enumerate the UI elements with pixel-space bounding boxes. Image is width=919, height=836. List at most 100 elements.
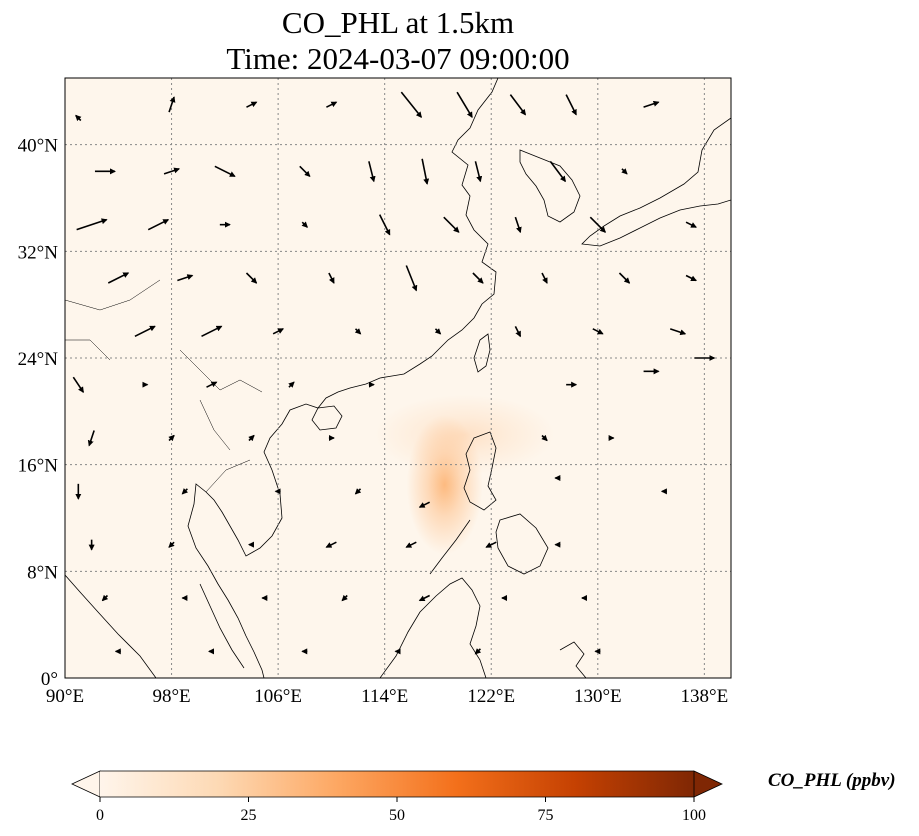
- wind-arrow: [621, 168, 628, 175]
- co-plume-secondary: [374, 394, 555, 475]
- colorbar-ticks: 0 25 50 75 100: [96, 797, 706, 824]
- wind-arrow: [405, 541, 417, 548]
- wind-arrow: [75, 114, 82, 122]
- wind-arrow: [72, 376, 84, 393]
- latitude-ticks: 0° 8°N 16°N 24°N 32°N 40°N: [18, 136, 59, 690]
- map-time: Time: 2024-03-07 09:00:00: [226, 41, 570, 76]
- wind-arrow: [163, 167, 181, 175]
- wind-arrow: [354, 328, 362, 335]
- wind-arrow: [418, 594, 430, 602]
- wind-arrow: [354, 488, 362, 495]
- gridlines: [65, 78, 731, 678]
- wind-arrow: [107, 272, 130, 284]
- wind-arrow: [643, 100, 660, 108]
- colorbar-tick-label: 50: [389, 807, 405, 824]
- lat-tick-label: 8°N: [27, 562, 58, 583]
- lat-tick-label: 24°N: [18, 349, 59, 370]
- hainan-coastline: [311, 405, 343, 431]
- wind-arrow: [76, 218, 108, 231]
- wind-arrow: [472, 272, 484, 284]
- wind-arrow: [299, 165, 311, 178]
- wind-arrow: [418, 501, 430, 508]
- wind-arrow: [549, 160, 566, 183]
- wind-arrow: [592, 328, 604, 335]
- wind-arrow: [541, 434, 548, 442]
- wind-arrow: [246, 101, 258, 108]
- lon-tick-label: 106°E: [254, 686, 302, 707]
- wind-arrow: [325, 541, 337, 548]
- sulawesi-coastline: [559, 641, 587, 678]
- wind-arrow: [378, 214, 391, 236]
- lon-tick-label: 138°E: [681, 686, 729, 707]
- wind-arrow: [248, 434, 255, 442]
- wind-arrow: [206, 381, 218, 388]
- colorbar-tick-label: 0: [96, 807, 104, 824]
- korea-coastline: [519, 149, 581, 223]
- wind-arrow: [301, 221, 308, 228]
- wind-arrow: [368, 161, 376, 183]
- lon-tick-label: 90°E: [46, 686, 84, 707]
- luzon-coastline: [463, 431, 497, 511]
- wind-arrow: [341, 594, 348, 602]
- lon-tick-label: 122°E: [467, 686, 515, 707]
- borneo-coastline: [379, 577, 487, 678]
- colorbar-max-extension: [693, 770, 723, 798]
- wind-arrow: [168, 434, 175, 442]
- colorbar: [100, 771, 694, 797]
- wind-arrow: [474, 648, 482, 655]
- colorbar-label: CO_PHL (ppbv): [768, 770, 896, 791]
- wind-arrow: [456, 91, 473, 119]
- wind-arrow: [134, 325, 156, 338]
- wind-arrow: [514, 216, 522, 234]
- wind-arrow: [421, 158, 430, 185]
- lat-tick-label: 16°N: [18, 456, 59, 477]
- malay-coastline: [199, 583, 245, 669]
- wind-arrow: [326, 101, 338, 108]
- lat-tick-label: 40°N: [18, 136, 59, 157]
- map-background: [65, 78, 731, 678]
- map-title: CO_PHL at 1.5km: [281, 5, 515, 40]
- sumatra-coastline: [65, 574, 157, 678]
- wind-arrow: [509, 94, 527, 116]
- coastlines: [65, 78, 731, 678]
- wind-arrow: [101, 594, 109, 602]
- wind-arrow: [485, 541, 497, 548]
- wind-arrow: [400, 91, 422, 118]
- wind-arrow: [214, 165, 236, 178]
- wind-arrow: [177, 274, 194, 282]
- japan-coastline: [581, 117, 731, 247]
- colorbar-min-extension: [71, 770, 101, 798]
- philippines-south-coastline: [495, 513, 549, 575]
- lat-tick-label: 32°N: [18, 242, 59, 263]
- wind-arrow: [147, 218, 170, 231]
- wind-arrow: [288, 381, 295, 388]
- map-frame: [64, 77, 732, 679]
- wind-arrow: [181, 488, 189, 495]
- lat-tick-label: 0°: [41, 669, 58, 690]
- wind-arrow: [405, 265, 418, 292]
- wind-vectors: [72, 91, 716, 655]
- wind-arrow: [541, 272, 548, 284]
- wind-arrow: [328, 272, 335, 284]
- wind-arrow: [272, 328, 285, 335]
- wind-arrow: [474, 161, 483, 183]
- borders: [65, 279, 263, 493]
- taiwan-coastline: [473, 333, 491, 373]
- wind-arrow: [618, 272, 631, 284]
- lon-tick-label: 114°E: [361, 686, 408, 707]
- wind-arrow: [434, 328, 442, 335]
- wind-arrow: [589, 216, 607, 233]
- longitude-ticks: 90°E 98°E 106°E 114°E 122°E 130°E 138°E: [46, 686, 728, 707]
- wind-arrow: [685, 274, 697, 282]
- palawan-coastline: [429, 519, 471, 575]
- wind-arrow: [201, 325, 223, 338]
- colorbar-tick-label: 25: [241, 807, 257, 824]
- lon-tick-label: 98°E: [152, 686, 190, 707]
- wind-arrow: [245, 272, 258, 284]
- colorbar-tick-label: 75: [538, 807, 554, 824]
- wind-arrow: [443, 216, 460, 233]
- lon-tick-label: 130°E: [574, 686, 622, 707]
- colorbar-tick-label: 100: [682, 807, 706, 824]
- wind-arrow: [168, 541, 175, 548]
